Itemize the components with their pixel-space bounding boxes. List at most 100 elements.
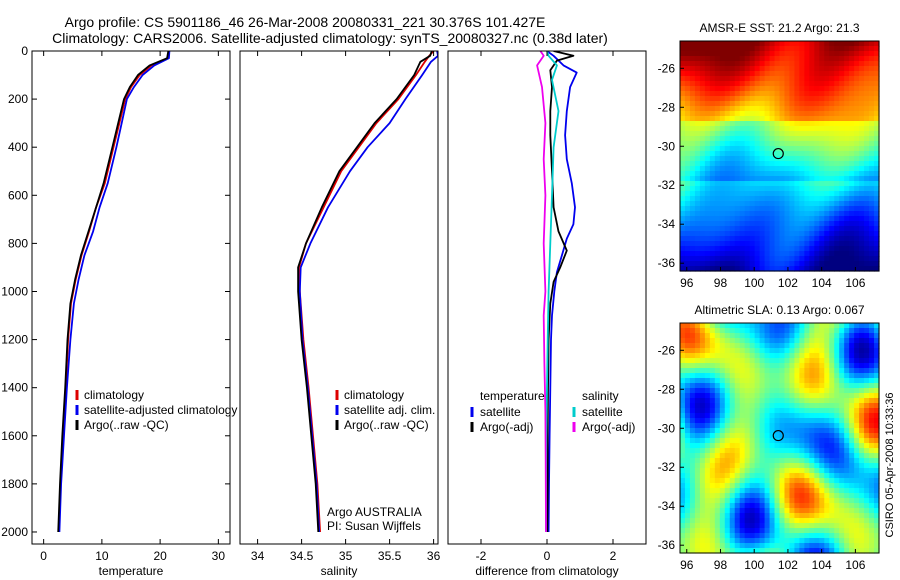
sst-map-cell xyxy=(874,261,880,267)
sla-map-cell xyxy=(874,428,880,434)
sla-map-cell xyxy=(739,468,746,474)
sst-map-cell xyxy=(719,171,726,177)
sla-map-cell xyxy=(689,353,696,359)
sla-map-cell xyxy=(849,383,855,389)
sla-map-cell xyxy=(809,328,815,334)
sst-map-cell xyxy=(764,66,771,72)
sla-map-cell xyxy=(684,493,691,499)
sst-map-cell xyxy=(699,256,706,262)
difference-legend-title-1: salinity xyxy=(582,389,619,403)
sla-map-cell xyxy=(759,423,766,429)
sst-map-cell xyxy=(754,141,761,147)
sst-map-cell xyxy=(699,201,706,207)
sla-map-cell xyxy=(814,333,820,339)
sst-map-cell xyxy=(734,161,741,167)
sla-map-cell xyxy=(779,343,786,349)
sla-map-cell xyxy=(829,453,835,459)
sst-map-cell xyxy=(714,251,721,257)
sst-map-cell xyxy=(729,151,736,157)
sst-map-cell xyxy=(819,216,825,222)
sst-map-cell xyxy=(764,131,771,137)
sst-map-cell xyxy=(774,86,781,92)
sst-map-cell xyxy=(744,86,751,92)
sst-map-cell xyxy=(694,246,701,252)
sst-map-cell xyxy=(819,131,825,137)
sla-map-cell xyxy=(794,443,800,449)
sla-map-cell xyxy=(744,438,751,444)
sla-map-cell xyxy=(864,383,870,389)
sst-map-cell xyxy=(784,176,791,182)
sst-map-cell xyxy=(684,146,691,152)
sst-map-cell xyxy=(844,181,850,187)
sla-map-cell xyxy=(834,363,840,369)
sst-map-cell xyxy=(744,251,751,257)
sla-map-cell xyxy=(874,448,880,454)
sst-map-cell xyxy=(680,146,686,152)
sst-map-cell xyxy=(709,186,716,192)
sst-map-cell xyxy=(799,201,805,207)
sla-map-cell xyxy=(724,383,731,389)
sla-map-cell xyxy=(864,373,870,379)
sla-map-cell xyxy=(680,343,686,349)
sla-map-cell xyxy=(744,453,751,459)
sst-map-cell xyxy=(769,211,776,217)
sla-map-cell xyxy=(749,408,756,414)
sst-map-cell xyxy=(799,261,805,267)
sst-map-cell xyxy=(859,91,865,97)
sla-map-cell xyxy=(849,373,855,379)
sla-map-cell xyxy=(754,498,761,504)
sst-map-cell xyxy=(699,236,706,242)
sla-map-cell xyxy=(709,368,716,374)
sla-map-cell xyxy=(704,358,711,364)
sla-map-cell xyxy=(874,358,880,364)
sst-map-cell xyxy=(804,161,810,167)
sst-map-cell xyxy=(834,241,840,247)
sla-map-cell xyxy=(694,493,701,499)
sla-map-cell xyxy=(839,378,845,384)
sst-map-cell xyxy=(719,246,726,252)
sla-map-cell xyxy=(869,423,875,429)
sst-map-cell xyxy=(714,216,721,222)
sst-map-cell xyxy=(844,221,850,227)
sla-map-cell xyxy=(689,368,696,374)
sla-map-cell xyxy=(859,528,865,534)
sla-map-cell xyxy=(874,453,880,459)
sst-map-cell xyxy=(680,96,686,102)
sst-map-cell xyxy=(689,61,696,67)
sst-map-cell xyxy=(689,111,696,117)
sst-map-cell xyxy=(779,171,786,177)
sla-map-cell xyxy=(859,418,865,424)
sst-map-cell xyxy=(694,191,701,197)
sla-map-cell xyxy=(719,383,726,389)
sla-map-cell xyxy=(709,448,716,454)
sst-map-cell xyxy=(819,71,825,77)
sla-map-cell xyxy=(744,528,751,534)
sst-map-cell xyxy=(794,236,800,242)
sst-map-cell xyxy=(839,131,845,137)
sla-map-cell xyxy=(689,428,696,434)
sla-map-cell xyxy=(794,498,800,504)
sla-map-cell xyxy=(774,533,781,539)
sst-map-cell xyxy=(819,41,825,47)
sla-map-cell xyxy=(849,353,855,359)
sla-map-cell xyxy=(709,398,716,404)
sla-map-cell xyxy=(724,433,731,439)
sla-map-cell xyxy=(849,468,855,474)
sla-map-cell xyxy=(729,408,736,414)
sla-map-cell xyxy=(829,548,835,554)
sst-map-cell xyxy=(814,201,820,207)
sst-map-cell xyxy=(734,196,741,202)
sla-map-cell xyxy=(699,443,706,449)
sla-map-cell xyxy=(874,378,880,384)
sst-map-cell xyxy=(774,241,781,247)
sst-map-cell xyxy=(809,146,815,152)
sst-map-cell xyxy=(844,111,850,117)
sst-map-cell xyxy=(819,116,825,122)
sla-map-cell xyxy=(864,473,870,479)
sla-map-cell xyxy=(834,338,840,344)
sla-map-cell xyxy=(749,433,756,439)
sla-map-cell xyxy=(834,448,840,454)
sst-map-cell xyxy=(734,186,741,192)
sst-map-cell xyxy=(729,51,736,57)
